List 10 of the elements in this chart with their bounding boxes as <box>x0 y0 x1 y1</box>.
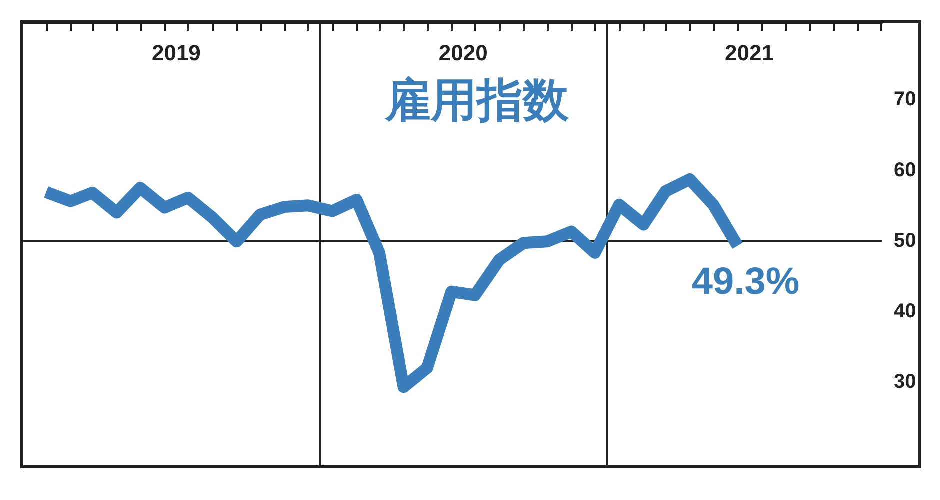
text: 雇用指数 <box>384 74 570 126</box>
x-tick-label: 2020 <box>438 40 488 66</box>
y-tick-label: 50 <box>894 230 916 252</box>
y-tick-label: 40 <box>894 300 916 323</box>
y-tick-label: 60 <box>894 159 916 182</box>
y-tick-label: 30 <box>894 371 916 394</box>
y-tick-label: 70 <box>894 88 916 111</box>
x-tick-label: 2021 <box>725 40 774 66</box>
x-tick-label: 2019 <box>152 40 201 66</box>
annotation: 49.3% <box>692 260 800 303</box>
